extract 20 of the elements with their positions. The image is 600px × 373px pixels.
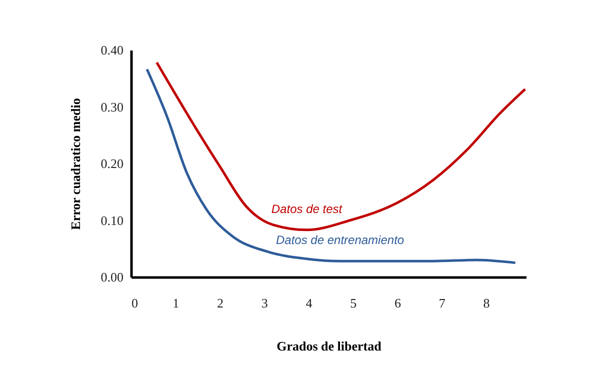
- x-tick-label: 3: [261, 296, 268, 310]
- line-series: [146, 68, 517, 264]
- x-axis-title: Grados de libertad: [276, 338, 382, 354]
- x-tick-label: 2: [217, 296, 224, 310]
- x-tick-label: 6: [394, 296, 402, 310]
- x-tick-label: 5: [350, 296, 357, 310]
- x-tick-label: 4: [306, 296, 313, 310]
- series-label: Datos de entrenamiento: [276, 233, 404, 248]
- x-tick-label: 1: [172, 296, 180, 310]
- y-tick-label: 0.00: [100, 270, 124, 284]
- x-tick-label: 0: [132, 296, 138, 310]
- x-tick-label: 8: [483, 296, 490, 310]
- series-label: Datos de test: [271, 202, 343, 216]
- x-tick-label: 7: [438, 296, 446, 310]
- y-tick-label: 0.40: [100, 42, 124, 58]
- line-series: [155, 61, 526, 232]
- y-axis-title: Error cuadratico medio: [68, 98, 83, 230]
- y-tick-label: 0.20: [100, 156, 124, 171]
- y-tick-label: 0.10: [100, 212, 124, 228]
- y-tick-label: 0.30: [100, 99, 124, 114]
